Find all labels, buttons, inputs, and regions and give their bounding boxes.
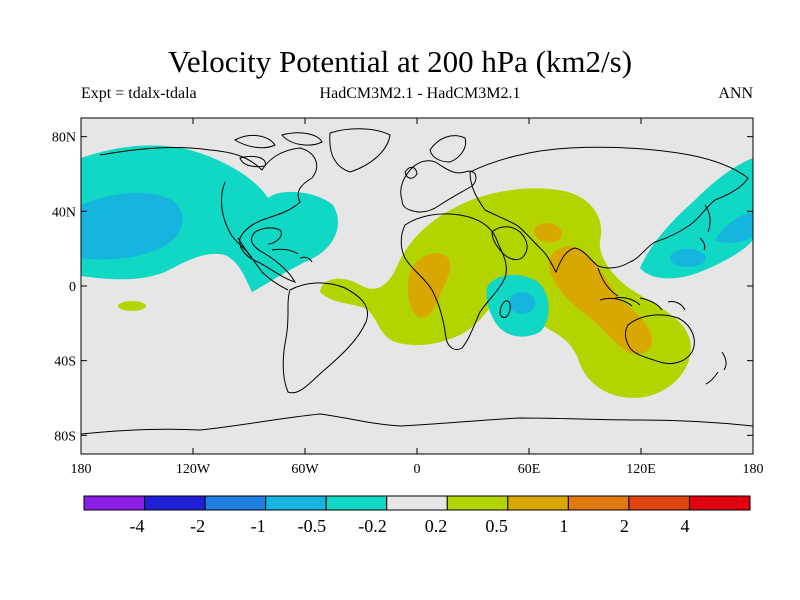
field-arabian-core	[534, 223, 563, 243]
coast-africa	[400, 213, 507, 351]
colorbar-label: -0.5	[298, 516, 327, 536]
coast-asia	[469, 146, 749, 274]
coast-europe	[400, 160, 477, 213]
lon-tick-label: 0	[414, 462, 421, 477]
map-axes: 180 120W 60W 0 60E 120E 180 80N 40N 0 40S 80S	[52, 118, 764, 477]
lon-tick-label: 180	[71, 462, 92, 477]
colorbar-label: 1	[559, 516, 568, 536]
colorbar-swatch	[446, 495, 509, 511]
colorbar-swatch	[628, 495, 690, 511]
lon-tick-label: 180	[743, 462, 764, 477]
field-south-indian-core	[509, 292, 535, 314]
colorbar-label: 0.2	[425, 516, 448, 536]
field-west-pacific-core-1	[670, 249, 706, 267]
colorbar-swatch	[204, 495, 267, 511]
coast-new-zealand	[705, 351, 727, 385]
field-north-pacific-negative	[81, 145, 338, 292]
lat-tick-label: 40N	[52, 205, 76, 220]
colorbar-label: 0.5	[485, 516, 508, 536]
coast-caribbean	[271, 248, 313, 263]
map-title: Velocity Potential at 200 hPa (km2/s)	[167, 44, 633, 79]
coast-arctic-islands	[233, 132, 323, 168]
coast-south-america	[282, 282, 368, 394]
coast-japan	[699, 204, 711, 251]
field-indian-ocean-core	[548, 246, 652, 355]
coast-indonesia	[599, 297, 686, 311]
coast-scandinavia	[429, 135, 467, 163]
coast-southeast-asia	[597, 267, 641, 306]
field-north-pacific-core	[81, 192, 183, 260]
coast-antarctica	[81, 413, 753, 435]
lon-tick-label: 120E	[626, 462, 656, 477]
coast-arabia	[491, 226, 528, 261]
coast-british-isles	[404, 166, 418, 179]
colorbar-swatch	[688, 495, 751, 511]
lon-tick-label: 60E	[518, 462, 541, 477]
colorbar-swatch	[567, 495, 630, 511]
experiment-label: Expt = tdalx-tdala	[81, 85, 197, 102]
contour-fields	[81, 145, 753, 398]
colorbar-swatch	[325, 495, 388, 511]
field-east-pacific-spot	[118, 301, 146, 311]
colorbar-label: 2	[620, 516, 629, 536]
colorbar-label: -2	[190, 516, 205, 536]
coast-greenland	[329, 128, 391, 173]
season-label: ANN	[718, 85, 753, 102]
colorbar-swatch	[83, 495, 146, 511]
model-label: HadCM3M2.1 - HadCM3M2.1	[319, 85, 521, 102]
colorbar-swatch	[265, 495, 327, 511]
lat-tick-label: 80N	[52, 131, 76, 146]
lat-tick-label: 80S	[54, 429, 76, 444]
lat-tick-label: 0	[69, 280, 76, 295]
field-west-pacific-core-2	[715, 212, 753, 243]
colorbar-swatch	[386, 495, 448, 511]
colorbar-label: -4	[130, 516, 145, 536]
colorbar-swatch	[507, 495, 569, 511]
lat-tick-label: 40S	[54, 355, 76, 370]
colorbar-label: -0.2	[358, 516, 387, 536]
field-west-pacific-negative	[640, 158, 753, 279]
coast-madagascar	[499, 300, 511, 318]
coast-central-america	[237, 237, 289, 291]
lon-tick-label: 120W	[176, 462, 211, 477]
colorbar-swatch	[144, 495, 206, 511]
lon-tick-label: 60W	[291, 462, 319, 477]
coast-australia	[625, 314, 695, 365]
colorbar-label: 4	[680, 516, 689, 536]
colorbar-label: -1	[251, 516, 266, 536]
colorbar: -4 -2 -1 -0.5 -0.2 0.2 0.5 1 2 4	[83, 495, 751, 536]
coastlines	[81, 128, 753, 435]
